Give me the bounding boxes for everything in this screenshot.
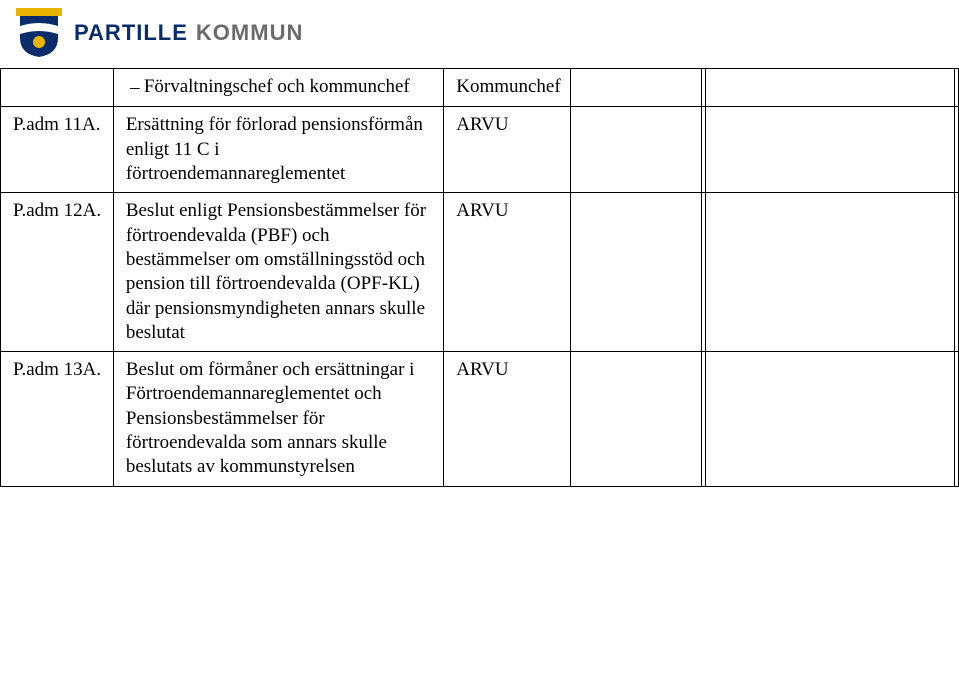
- cell-delegate: ARVU: [444, 107, 571, 193]
- table-row: P.adm 12A. Beslut enligt Pensionsbestämm…: [1, 193, 959, 352]
- cell-extra2: [706, 352, 955, 487]
- cell-extra2: [706, 69, 955, 107]
- cell-id: P.adm 13A.: [1, 352, 114, 487]
- cell-extra1: [571, 69, 702, 107]
- cell-extra1: [571, 107, 702, 193]
- cell-extra1: [571, 352, 702, 487]
- cell-desc-text: Förvaltningschef och kommunchef: [144, 75, 433, 99]
- cell-narrow2: [954, 107, 958, 193]
- cell-delegate: Kommunchef: [444, 69, 571, 107]
- cell-id: P.adm 11A.: [1, 107, 114, 193]
- cell-extra1: [571, 193, 702, 352]
- cell-narrow2: [954, 352, 958, 487]
- brand-2: KOMMUN: [196, 20, 303, 45]
- table-row: P.adm 13A. Beslut om förmåner och ersätt…: [1, 352, 959, 487]
- table-row: P.adm 11A. Ersättning för förlorad pensi…: [1, 107, 959, 193]
- table-row: – Förvaltningschef och kommunchef Kommun…: [1, 69, 959, 107]
- cell-desc: Beslut enligt Pensionsbestämmelser för f…: [113, 193, 443, 352]
- cell-narrow2: [954, 69, 958, 107]
- cell-desc: – Förvaltningschef och kommunchef: [113, 69, 443, 107]
- cell-delegate: ARVU: [444, 352, 571, 487]
- cell-delegate: ARVU: [444, 193, 571, 352]
- cell-id: P.adm 12A.: [1, 193, 114, 352]
- page-header: PARTILLE KOMMUN: [0, 0, 959, 68]
- document-body: – Förvaltningschef och kommunchef Kommun…: [0, 68, 959, 487]
- bullet-dash: –: [126, 75, 144, 100]
- delegation-table: – Förvaltningschef och kommunchef Kommun…: [0, 68, 959, 487]
- cell-desc: Ersättning för förlorad pensionsförmån e…: [113, 107, 443, 193]
- cell-desc: Beslut om förmåner och ersättningar i Fö…: [113, 352, 443, 487]
- brand-text: PARTILLE KOMMUN: [74, 20, 303, 46]
- cell-id: [1, 69, 114, 107]
- brand-1: PARTILLE: [74, 20, 188, 45]
- cell-extra2: [706, 107, 955, 193]
- cell-extra2: [706, 193, 955, 352]
- municipal-crest-icon: [16, 8, 62, 58]
- cell-narrow2: [954, 193, 958, 352]
